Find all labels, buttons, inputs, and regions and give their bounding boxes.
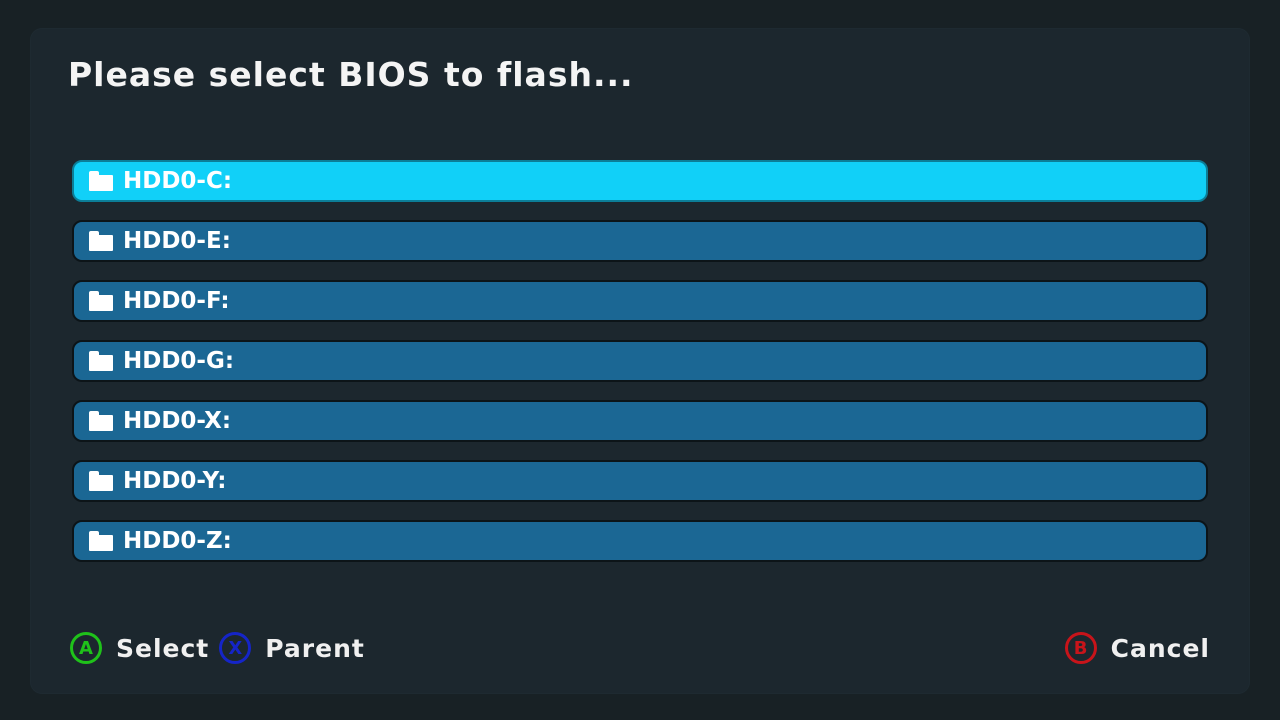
cancel-hint[interactable]: B Cancel: [1064, 632, 1210, 664]
list-item-label: HDD0-Z:: [123, 528, 232, 554]
a-button-icon: A: [70, 632, 102, 664]
list-item-label: HDD0-G:: [123, 348, 235, 374]
page-title: Please select BIOS to flash...: [68, 55, 634, 94]
list-item-label: HDD0-F:: [123, 288, 230, 314]
list-item-hdd0-c[interactable]: HDD0-C:: [72, 160, 1208, 202]
cancel-label: Cancel: [1110, 633, 1210, 663]
select-hint[interactable]: A Select: [70, 632, 209, 664]
folder-icon: [89, 471, 113, 491]
select-label: Select: [116, 633, 210, 663]
folder-icon: [89, 291, 113, 311]
list-item-hdd0-z[interactable]: HDD0-Z:: [72, 520, 1208, 562]
list-item-label: HDD0-C:: [123, 168, 233, 194]
list-item-hdd0-x[interactable]: HDD0-X:: [72, 400, 1208, 442]
folder-icon: [89, 531, 113, 551]
folder-icon: [89, 171, 113, 191]
parent-hint[interactable]: X Parent: [219, 632, 365, 664]
list-item-hdd0-e[interactable]: HDD0-E:: [72, 220, 1208, 262]
x-button-icon: X: [219, 632, 252, 664]
list-item-label: HDD0-X:: [123, 408, 232, 434]
list-item-hdd0-f[interactable]: HDD0-F:: [72, 280, 1208, 322]
parent-label: Parent: [265, 633, 365, 663]
drive-list: HDD0-C: HDD0-E: HDD0-F: HDD0-G: HDD0-X: …: [72, 160, 1208, 580]
list-item-hdd0-y[interactable]: HDD0-Y:: [72, 460, 1208, 502]
folder-icon: [89, 231, 113, 251]
b-button-icon: B: [1064, 632, 1097, 664]
list-item-label: HDD0-Y:: [123, 468, 227, 494]
list-item-hdd0-g[interactable]: HDD0-G:: [72, 340, 1208, 382]
folder-icon: [89, 411, 113, 431]
list-item-label: HDD0-E:: [123, 228, 231, 254]
footer-hints-right: B Cancel: [1064, 630, 1210, 666]
footer-hints-left: A Select X Parent: [70, 630, 375, 666]
folder-icon: [89, 351, 113, 371]
